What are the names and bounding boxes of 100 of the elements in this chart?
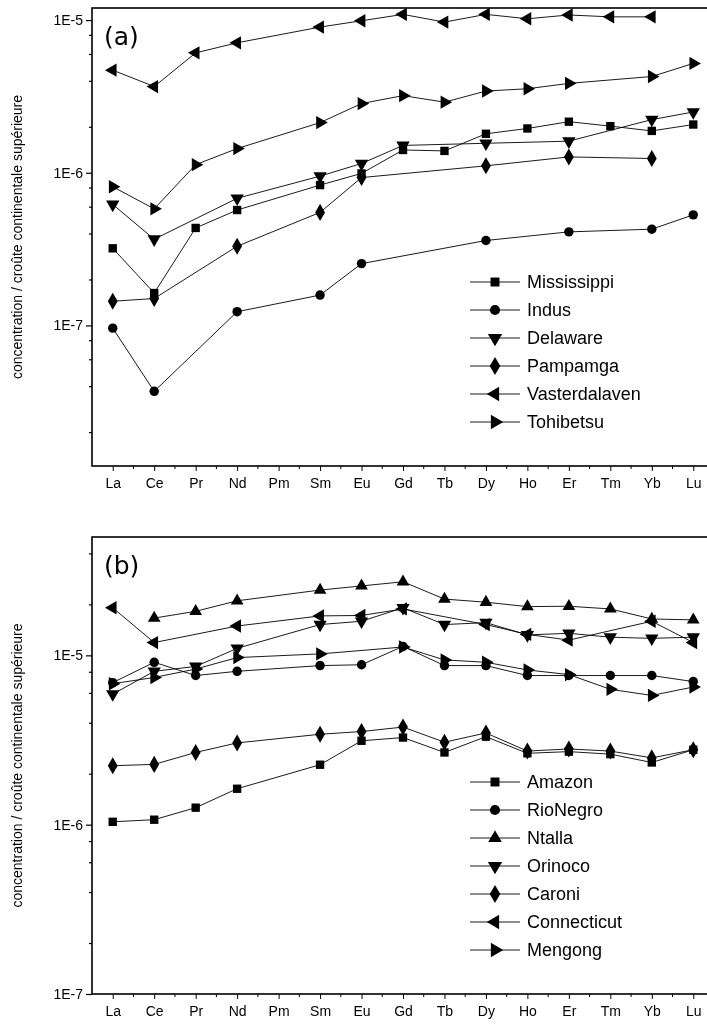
x-tick-label: Pm (268, 1003, 290, 1019)
point (105, 601, 117, 615)
point (150, 670, 162, 685)
point (644, 10, 656, 24)
x-tick-label: Eu (353, 1003, 371, 1019)
point (230, 593, 244, 605)
x-tick-label: Gd (394, 1003, 413, 1019)
legend-label: Orinoco (527, 856, 591, 877)
y-tick-label: 1E-7 (53, 985, 84, 1002)
point (398, 733, 408, 742)
point (564, 227, 574, 237)
point (354, 159, 369, 172)
x-tick-label: Dy (477, 475, 495, 491)
point (561, 633, 573, 647)
x-tick-label: La (105, 475, 122, 491)
point (356, 258, 367, 269)
x-tick-label: Tm (600, 475, 621, 491)
point (647, 688, 660, 703)
point (233, 141, 245, 156)
x-tick-label: Tb (436, 475, 454, 491)
point (686, 108, 700, 120)
point (355, 578, 368, 590)
point (395, 7, 407, 22)
point (232, 306, 242, 317)
x-tick-label: La (105, 1003, 122, 1019)
point (564, 117, 574, 126)
legend-label: Pampamga (527, 356, 621, 377)
text: (b) (104, 551, 140, 580)
point (108, 180, 121, 194)
point (685, 635, 698, 650)
x-tick-label: Dy (477, 1003, 495, 1019)
point (602, 10, 615, 24)
point (479, 139, 493, 151)
point (108, 323, 118, 333)
point (146, 635, 159, 650)
x-tick-label: Tm (600, 1003, 621, 1019)
point (312, 20, 324, 34)
point (440, 748, 449, 757)
point (606, 121, 615, 131)
x-tick-label: Ho (518, 475, 538, 491)
legend-label: Mississippi (527, 272, 615, 293)
point (150, 202, 162, 216)
x-tick-label: Lu (685, 475, 702, 491)
point (106, 690, 120, 702)
x-tick-label: Gd (394, 475, 413, 491)
point (647, 126, 656, 136)
point (647, 224, 657, 234)
point (191, 803, 200, 812)
point (689, 120, 698, 129)
legend-label: Tohibetsu (527, 412, 605, 433)
point (478, 7, 490, 22)
point (356, 660, 367, 670)
point (149, 386, 159, 397)
point (437, 620, 452, 633)
x-tick-label: Tb (436, 1003, 454, 1019)
point (149, 657, 159, 667)
point (315, 660, 325, 671)
x-tick-label: Ho (518, 1003, 538, 1019)
point (353, 14, 366, 28)
point (316, 647, 328, 661)
point (519, 627, 532, 642)
point (232, 784, 242, 793)
point (603, 633, 617, 645)
x-tick-label: Nd (228, 475, 247, 491)
point (605, 670, 616, 681)
point (230, 194, 244, 207)
point (688, 210, 698, 220)
x-tick-label: Lu (685, 1003, 702, 1019)
x-tick-label: Ce (145, 1003, 164, 1019)
point (315, 760, 325, 769)
point (232, 666, 242, 677)
legend-label: Vasterdalaven (527, 384, 641, 405)
legend-label: Amazon (527, 772, 594, 793)
x-tick-label: Er (562, 475, 577, 491)
legend-label: Delaware (527, 328, 604, 349)
point (644, 614, 656, 628)
text: (a) (104, 22, 139, 51)
point (519, 12, 532, 26)
point (562, 137, 576, 149)
point (645, 115, 659, 128)
point (147, 235, 161, 247)
legend-label: Mengong (527, 940, 603, 961)
point (313, 620, 327, 633)
legend-label: Caroni (527, 884, 581, 905)
x-tick-label: Er (562, 1003, 577, 1019)
point (523, 124, 532, 133)
point (108, 244, 117, 253)
point (232, 205, 242, 215)
x-tick-label: Ce (145, 475, 164, 491)
x-tick-label: Sm (310, 475, 332, 491)
legend-label: RioNegro (527, 800, 604, 821)
x-tick-label: Yb (643, 475, 662, 491)
point (436, 15, 449, 29)
x-tick-label: Yb (643, 1003, 662, 1019)
point (106, 200, 120, 213)
x-tick-label: Pm (268, 475, 290, 491)
point (146, 79, 159, 94)
x-tick-label: Sm (310, 1003, 332, 1019)
point (233, 650, 245, 665)
point (603, 601, 617, 613)
